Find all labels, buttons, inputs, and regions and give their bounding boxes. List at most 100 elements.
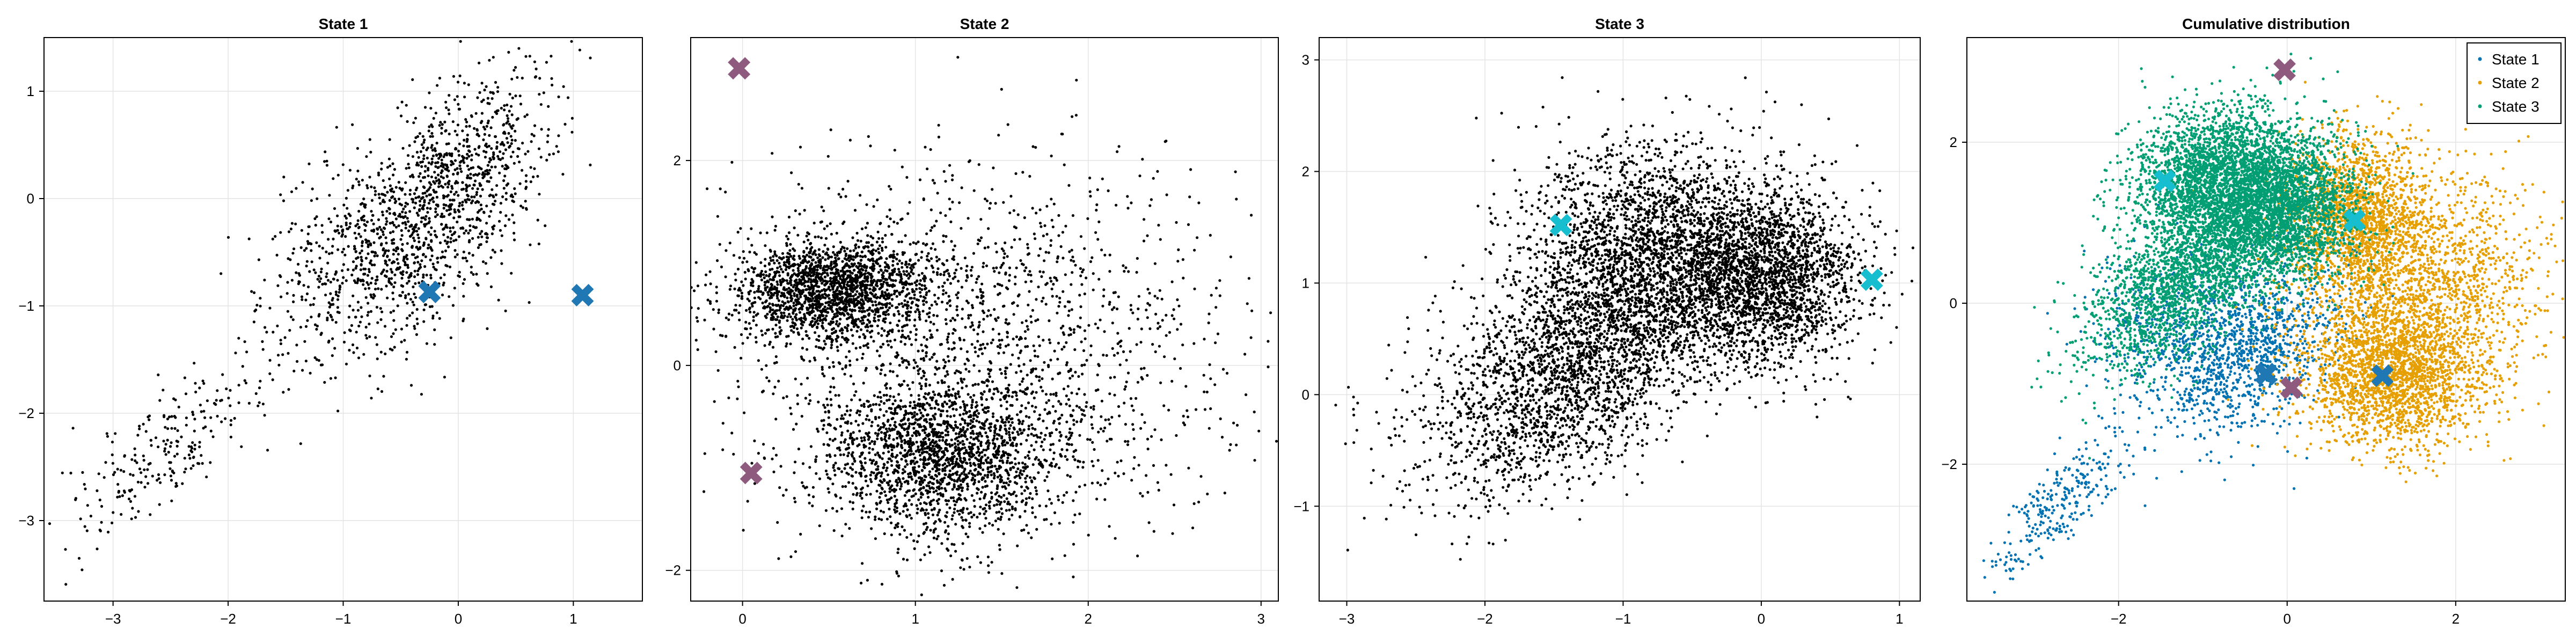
- scatter-point: [467, 252, 471, 255]
- scatter-point: [393, 346, 396, 349]
- scatter-point: [1005, 407, 1008, 411]
- scatter-point: [822, 209, 825, 213]
- scatter-point: [763, 344, 766, 347]
- scatter-point: [946, 355, 950, 358]
- scatter-point: [379, 318, 383, 321]
- scatter-point: [149, 513, 152, 516]
- scatter-point: [462, 226, 465, 230]
- scatter-point: [1208, 363, 1211, 367]
- scatter-point: [969, 462, 972, 465]
- scatter-point: [887, 484, 890, 487]
- scatter-point: [292, 247, 296, 251]
- scatter-point: [924, 436, 927, 440]
- scatter-point: [312, 268, 316, 272]
- scatter-point: [884, 313, 887, 317]
- scatter-point: [469, 229, 472, 232]
- scatter-point: [874, 453, 877, 456]
- scatter-point: [382, 233, 385, 236]
- scatter-point: [946, 302, 949, 305]
- scatter-point: [449, 237, 452, 240]
- scatter-point: [394, 186, 398, 189]
- scatter-point: [430, 146, 433, 149]
- scatter-point: [48, 522, 52, 525]
- scatter-point: [325, 275, 328, 279]
- scatter-point: [100, 521, 103, 524]
- scatter-point: [431, 135, 434, 138]
- scatter-point: [83, 482, 86, 486]
- scatter-point: [736, 397, 739, 400]
- scatter-point: [850, 398, 853, 401]
- scatter-point: [953, 442, 956, 445]
- scatter-point: [243, 379, 246, 382]
- scatter-point: [862, 382, 865, 385]
- scatter-point: [881, 273, 884, 276]
- scatter-point: [452, 239, 456, 243]
- scatter-point: [1020, 473, 1024, 476]
- scatter-point: [859, 410, 862, 413]
- scatter-point: [482, 126, 486, 129]
- scatter-point: [1208, 312, 1211, 316]
- scatter-point: [459, 160, 462, 164]
- scatter-point: [277, 363, 281, 367]
- scatter-point: [793, 283, 796, 287]
- scatter-point: [470, 115, 473, 118]
- scatter-point: [946, 511, 949, 514]
- scatter-point: [877, 416, 881, 419]
- scatter-point: [1184, 385, 1188, 388]
- scatter-point: [956, 443, 960, 446]
- scatter-point: [547, 105, 550, 108]
- scatter-point: [914, 361, 917, 364]
- scatter-point: [456, 95, 459, 98]
- scatter-point: [433, 190, 436, 194]
- scatter-point: [418, 281, 421, 284]
- scatter-point: [1034, 486, 1037, 489]
- scatter-point: [404, 205, 407, 208]
- scatter-point: [921, 481, 924, 484]
- scatter-point: [389, 164, 392, 167]
- scatter-point: [488, 194, 491, 197]
- scatter-point: [398, 294, 401, 297]
- scatter-point: [513, 69, 516, 72]
- scatter-point: [1011, 507, 1014, 510]
- scatter-point: [1044, 303, 1048, 306]
- scatter-point: [817, 400, 820, 404]
- scatter-point: [1122, 472, 1125, 475]
- scatter-point: [135, 461, 138, 464]
- scatter-point: [972, 364, 976, 367]
- scatter-point: [884, 298, 888, 301]
- scatter-point: [323, 160, 326, 163]
- scatter-point: [996, 491, 999, 494]
- scatter-point: [385, 284, 388, 288]
- scatter-point: [111, 441, 114, 444]
- scatter-point: [884, 440, 888, 443]
- scatter-point: [944, 429, 947, 432]
- scatter-point: [360, 218, 363, 222]
- scatter-point: [502, 152, 505, 155]
- scatter-point: [423, 186, 426, 189]
- scatter-point: [180, 435, 183, 438]
- scatter-point: [83, 525, 86, 528]
- scatter-point: [866, 222, 869, 225]
- scatter-point: [1001, 485, 1004, 488]
- scatter-point: [392, 248, 396, 252]
- scatter-point: [771, 267, 774, 271]
- scatter-point: [430, 157, 434, 160]
- scatter-point: [730, 160, 734, 164]
- scatter-point: [998, 459, 1001, 463]
- scatter-point: [846, 462, 850, 466]
- scatter-point: [427, 202, 431, 205]
- scatter-point: [170, 499, 173, 502]
- scatter-point: [1197, 500, 1201, 504]
- scatter-point: [408, 188, 412, 192]
- scatter-point: [446, 240, 449, 244]
- scatter-point: [136, 480, 140, 484]
- scatter-point: [422, 273, 425, 276]
- scatter-point: [484, 170, 487, 173]
- scatter-point: [465, 189, 468, 193]
- scatter-point: [1002, 481, 1006, 485]
- scatter-point: [327, 339, 331, 342]
- scatter-point: [811, 297, 815, 300]
- scatter-point: [64, 583, 68, 586]
- scatter-point: [712, 327, 715, 331]
